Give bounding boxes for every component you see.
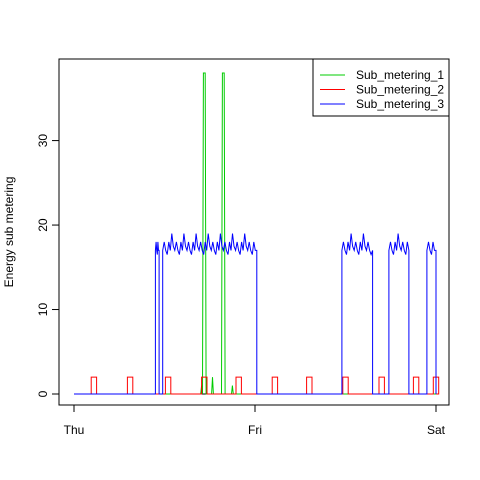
y-tick-label: 10 — [36, 303, 50, 317]
series-line-sub-metering-1 — [74, 72, 436, 395]
series-line-sub-metering-2 — [74, 376, 440, 395]
x-tick-label: Thu — [64, 423, 85, 437]
y-tick-label: 0 — [36, 390, 50, 397]
y-axis: 0 10 20 30 — [36, 134, 60, 397]
legend-label: Sub_metering_3 — [356, 97, 444, 111]
y-axis-title: Energy sub metering — [2, 177, 16, 288]
legend-label: Sub_metering_1 — [356, 68, 444, 82]
legend-label: Sub_metering_2 — [356, 83, 444, 97]
x-tick-label: Fri — [248, 423, 262, 437]
y-tick-label: 30 — [36, 134, 50, 148]
legend-box — [312, 58, 450, 117]
plot-area — [74, 72, 440, 395]
x-axis: Thu Fri Sat — [64, 404, 446, 437]
legend: Sub_metering_1Sub_metering_2Sub_metering… — [312, 58, 450, 117]
series-line-sub-metering-3 — [74, 233, 437, 395]
x-tick-label: Sat — [427, 423, 446, 437]
y-tick-label: 20 — [36, 218, 50, 232]
